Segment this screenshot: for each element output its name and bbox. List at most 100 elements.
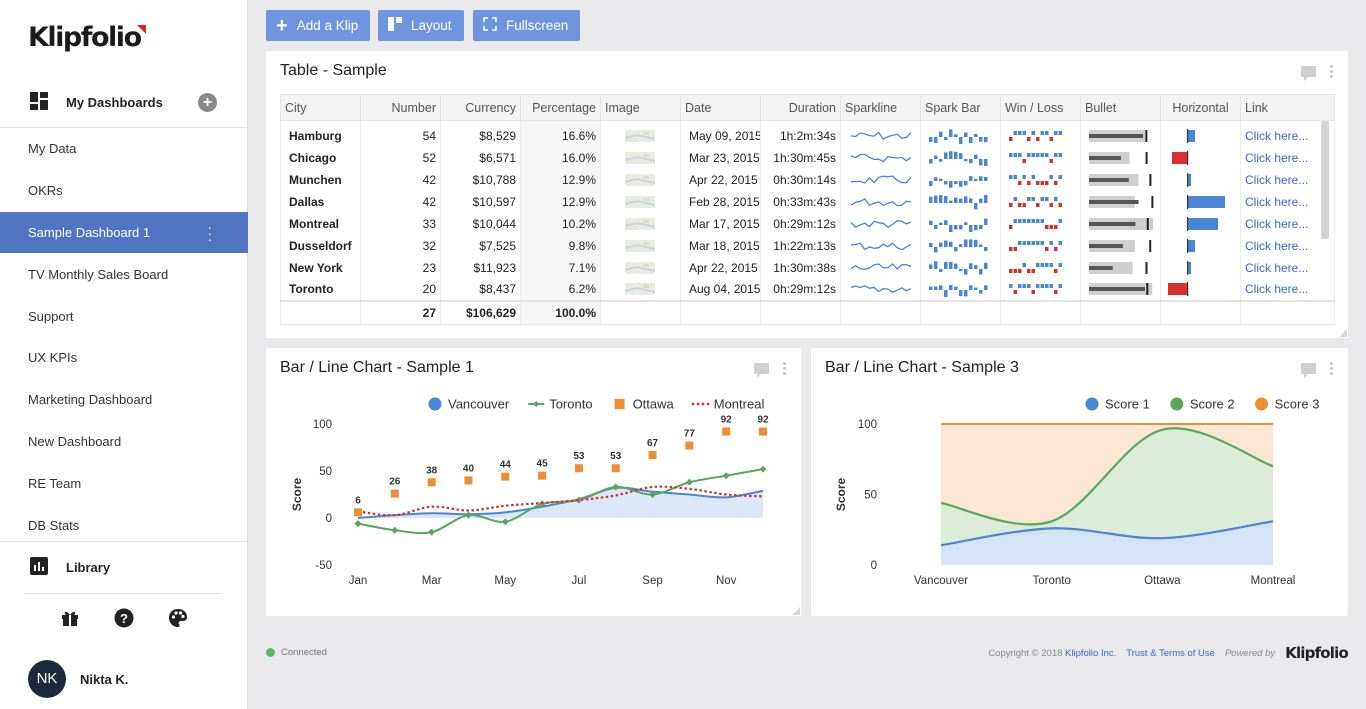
kebab-menu-icon[interactable]: [1330, 65, 1334, 78]
column-header-sparkline[interactable]: Sparkline: [840, 94, 921, 121]
x-tick-label: Jul: [572, 575, 587, 587]
sidebar-bottom-icons: ?: [0, 608, 248, 628]
map-thumbnail-icon: [625, 129, 676, 142]
cell-link[interactable]: Click here...: [1240, 168, 1335, 191]
sidebar-item-okrs[interactable]: OKRs: [28, 183, 63, 199]
cell-image: [600, 120, 681, 147]
y-tick-label: 100: [858, 419, 877, 431]
data-point-toronto: [464, 511, 472, 519]
svg-text:?: ?: [120, 611, 128, 626]
data-point-ottawa: [685, 441, 694, 450]
table-row[interactable]: Dallas 42 $10,597 12.9% Feb 28, 2015 0h:…: [280, 190, 1335, 213]
cell-image: [600, 234, 681, 257]
powered-by-text: Powered by: [1224, 647, 1276, 659]
cell-spark-bar: [920, 256, 1001, 279]
cell-link[interactable]: Click here...: [1240, 146, 1335, 169]
fullscreen-button[interactable]: Fullscreen: [473, 10, 581, 41]
gift-icon[interactable]: [60, 608, 80, 628]
palette-icon[interactable]: [168, 608, 188, 628]
library-link[interactable]: Library: [0, 547, 248, 587]
sidebar-item-marketing-dashboard[interactable]: Marketing Dashboard: [28, 392, 153, 408]
legend-marker-icon: [614, 399, 625, 409]
data-label-ottawa: 77: [684, 429, 696, 440]
cell-horizontal: [1160, 278, 1241, 301]
comment-icon[interactable]: [1301, 363, 1316, 378]
column-header-horizontal[interactable]: Horizontal: [1160, 94, 1241, 121]
my-dashboards-header[interactable]: My Dashboards +: [0, 82, 248, 122]
add-klip-button[interactable]: + Add a Klip: [266, 10, 371, 41]
cell-link[interactable]: Click here...: [1240, 120, 1335, 147]
help-icon[interactable]: ?: [114, 608, 134, 628]
column-header-image[interactable]: Image: [600, 94, 681, 121]
cell-horizontal: [1160, 212, 1241, 235]
sidebar-item-db-stats[interactable]: DB Stats: [28, 517, 80, 533]
cell-link[interactable]: Click here...: [1240, 190, 1335, 213]
column-header-duration[interactable]: Duration: [760, 94, 841, 121]
comment-icon[interactable]: [754, 363, 769, 378]
cell-percentage: 7.1%: [520, 256, 601, 279]
table-scrollbar[interactable]: [1321, 121, 1329, 239]
cell-link[interactable]: Click here...: [1240, 212, 1335, 235]
table-header-row: City Number Currency Percentage Image Da…: [280, 94, 1335, 121]
layout-button[interactable]: Layout: [378, 10, 464, 41]
klipfolio-logo[interactable]: Klipfolio: [28, 22, 142, 53]
company-link[interactable]: Klipfolio Inc.: [1065, 647, 1117, 659]
sidebar-item-tv-monthly-sales-board[interactable]: TV Monthly Sales Board: [28, 266, 169, 282]
my-dashboards-label: My Dashboards: [66, 94, 163, 110]
cell-duration: 1h:30m:38s: [760, 256, 841, 279]
sidebar-item-ux-kpis[interactable]: UX KPIs: [28, 350, 78, 366]
table-row[interactable]: Dusseldorf 32 $7,525 9.8% Mar 18, 2015 1…: [280, 234, 1335, 257]
table-row[interactable]: Munchen 42 $10,788 12.9% Apr 22, 2015 0h…: [280, 168, 1335, 191]
cell-city: Chicago: [280, 146, 361, 169]
panel-tools: [1301, 362, 1334, 378]
column-header-spark-bar[interactable]: Spark Bar: [920, 94, 1001, 121]
fullscreen-icon: [483, 17, 497, 34]
column-header-percentage[interactable]: Percentage: [520, 94, 601, 121]
user-name[interactable]: Nikta K.: [80, 672, 129, 687]
powered-by-logo[interactable]: Klipfolio: [1285, 644, 1349, 662]
column-header-win-loss[interactable]: Win / Loss: [1000, 94, 1081, 121]
terms-link[interactable]: Trust & Terms of Use: [1126, 647, 1215, 659]
resize-handle[interactable]: [1339, 329, 1347, 337]
table-row[interactable]: Toronto 20 $8,437 6.2% Aug 04, 2015 0h:2…: [280, 278, 1335, 301]
kebab-menu-icon[interactable]: [783, 362, 787, 375]
cell-sparkline: [840, 278, 921, 301]
kebab-menu-icon[interactable]: [1330, 362, 1334, 375]
comment-icon[interactable]: [1301, 66, 1316, 81]
column-header-bullet[interactable]: Bullet: [1080, 94, 1161, 121]
cell-link[interactable]: Click here...: [1240, 278, 1335, 301]
table-row[interactable]: New York 23 $11,923 7.1% Apr 22, 2015 1h…: [280, 256, 1335, 279]
cell-link[interactable]: Click here...: [1240, 256, 1335, 279]
cell-number: 54: [360, 120, 441, 147]
column-header-currency[interactable]: Currency: [440, 94, 521, 121]
cell-date: Mar 18, 2015: [680, 234, 761, 257]
cell-duration: 1h:30m:45s: [760, 146, 841, 169]
column-header-link[interactable]: Link: [1240, 94, 1335, 121]
data-point-ottawa: [354, 508, 362, 517]
table-row[interactable]: Hamburg 54 $8,529 16.6% May 09, 2015 1h:…: [280, 120, 1335, 147]
cell-horizontal: [1160, 234, 1241, 257]
dashboard-list: My Data OKRs Sample Dashboard 1 · · · TV M…: [0, 128, 248, 546]
sidebar-item-support[interactable]: Support: [28, 308, 74, 324]
plus-icon: +: [276, 14, 288, 37]
cell-sparkline: [840, 120, 921, 147]
kebab-menu-icon[interactable]: · · ·: [207, 218, 212, 247]
sidebar-item-new-dashboard[interactable]: New Dashboard: [28, 433, 122, 449]
sidebar-item-sample-dashboard-1[interactable]: Sample Dashboard 1 · · ·: [0, 211, 248, 254]
table-total-row: 27 $106,629 100.0%: [280, 299, 1335, 325]
cell-city: Dallas: [280, 190, 361, 213]
table-row[interactable]: Chicago 52 $6,571 16.0% Mar 23, 2015 1h:…: [280, 146, 1335, 169]
cell-win-loss: [1000, 212, 1081, 235]
column-header-number[interactable]: Number: [360, 94, 441, 121]
cell-link[interactable]: Click here...: [1240, 234, 1335, 257]
column-header-date[interactable]: Date: [680, 94, 761, 121]
cell-city: New York: [280, 256, 361, 279]
add-dashboard-icon[interactable]: +: [198, 92, 217, 112]
table-row[interactable]: Montreal 33 $10,044 10.2% Mar 17, 2015 0…: [280, 212, 1335, 235]
column-header-city[interactable]: City: [280, 94, 361, 121]
sidebar-item-my-data[interactable]: My Data: [28, 141, 77, 157]
avatar[interactable]: NK: [28, 660, 66, 698]
resize-handle[interactable]: [792, 607, 800, 615]
cell-horizontal: [1160, 190, 1241, 213]
sidebar-item-re-team[interactable]: RE Team: [28, 475, 82, 491]
